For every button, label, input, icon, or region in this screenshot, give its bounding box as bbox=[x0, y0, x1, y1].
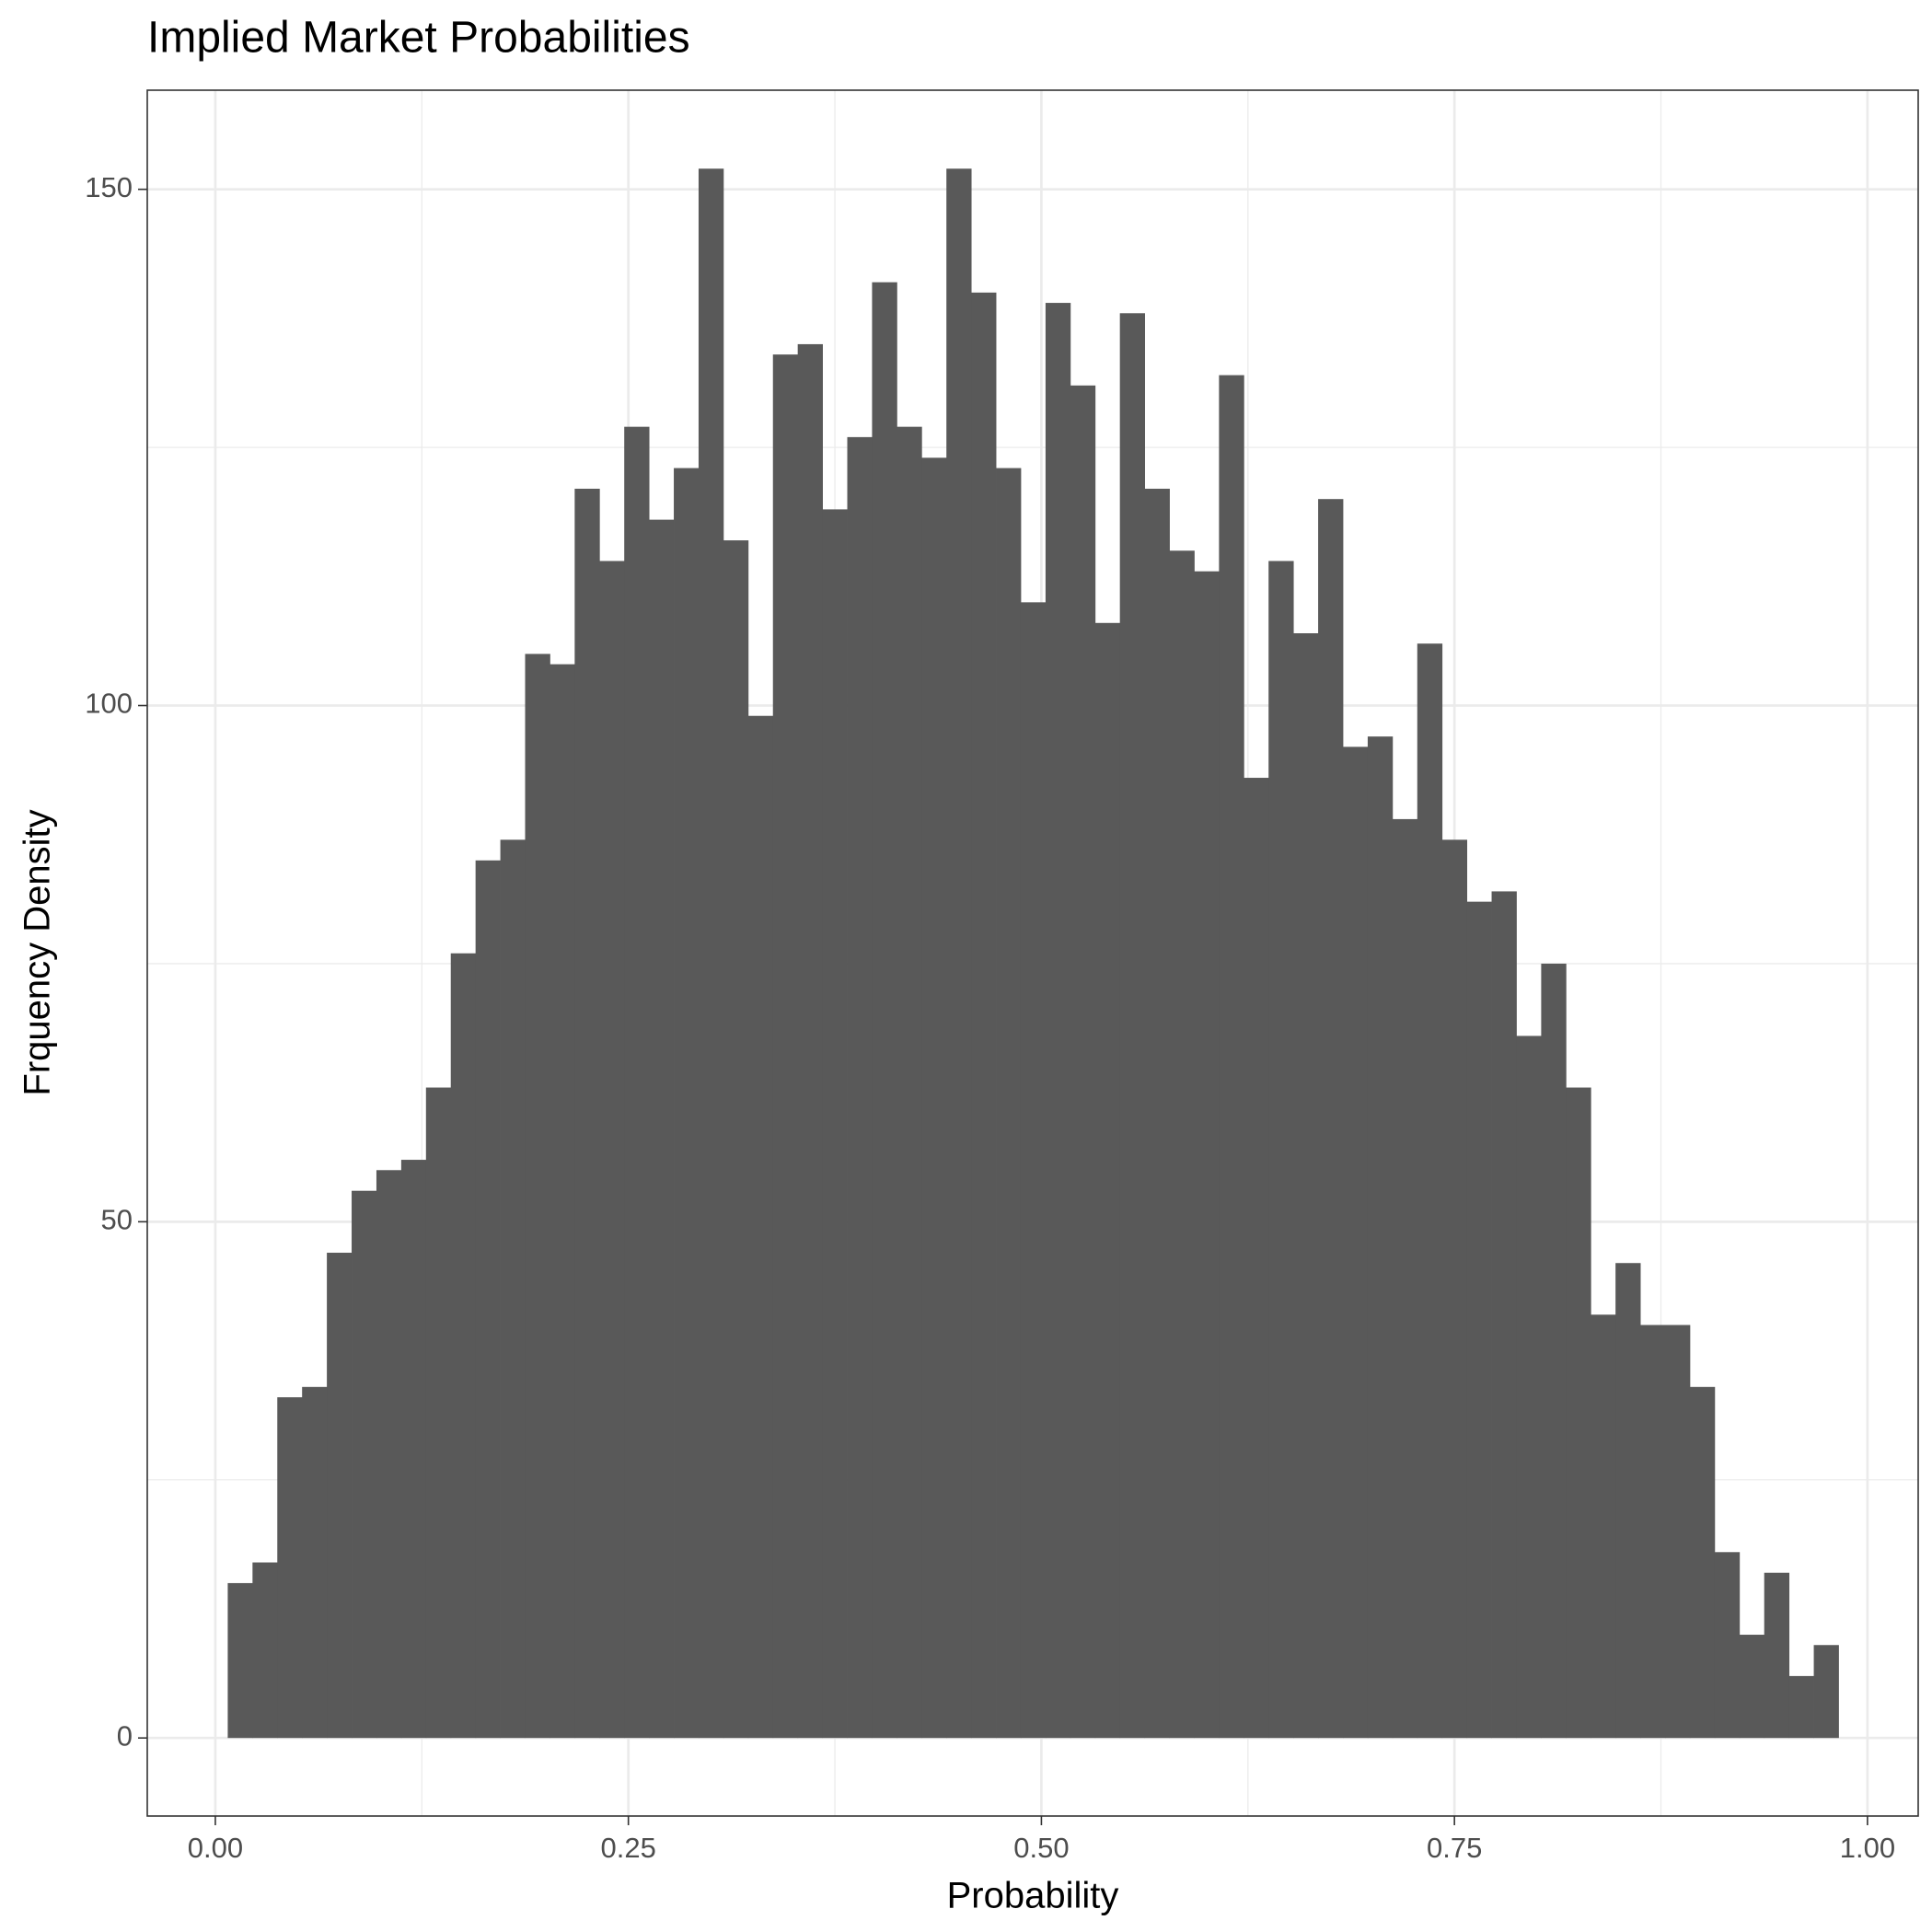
bar bbox=[1318, 499, 1344, 1739]
bar bbox=[376, 1170, 402, 1739]
x-axis-label: Probability bbox=[947, 1876, 1119, 1916]
bar bbox=[1441, 839, 1468, 1739]
x-tick-label: 0.25 bbox=[601, 1832, 656, 1864]
bar bbox=[1491, 891, 1517, 1739]
bar bbox=[772, 354, 799, 1739]
bar bbox=[624, 426, 650, 1739]
bar bbox=[1219, 375, 1244, 1739]
bar bbox=[1244, 778, 1269, 1739]
y-tick-label: 0 bbox=[117, 1719, 133, 1752]
bar bbox=[822, 509, 848, 1739]
y-tick-label: 150 bbox=[85, 171, 133, 203]
bar bbox=[1566, 1087, 1591, 1739]
bar bbox=[971, 292, 997, 1739]
bar bbox=[1615, 1263, 1641, 1739]
x-tick-label: 0.50 bbox=[1013, 1832, 1069, 1864]
bar bbox=[1144, 488, 1170, 1739]
bar bbox=[1094, 622, 1121, 1739]
bar bbox=[921, 457, 947, 1739]
bar bbox=[1591, 1314, 1616, 1739]
bar bbox=[550, 664, 575, 1739]
bar bbox=[500, 839, 526, 1739]
bar bbox=[747, 715, 774, 1739]
bar bbox=[1714, 1552, 1741, 1739]
bar bbox=[797, 343, 823, 1739]
bar bbox=[1788, 1675, 1814, 1739]
bar bbox=[227, 1582, 253, 1739]
bar bbox=[897, 426, 922, 1739]
x-tick-label: 1.00 bbox=[1840, 1832, 1895, 1864]
bar bbox=[946, 168, 972, 1739]
bar bbox=[400, 1160, 427, 1739]
bar bbox=[1367, 736, 1394, 1739]
bar bbox=[1194, 571, 1220, 1739]
bar bbox=[302, 1386, 328, 1739]
y-tick-label: 100 bbox=[85, 688, 133, 720]
chart-title: Implied Market Probabilities bbox=[147, 14, 690, 63]
y-tick-label: 50 bbox=[101, 1204, 133, 1236]
x-tick-label: 0.75 bbox=[1427, 1832, 1482, 1864]
bar bbox=[599, 561, 625, 1739]
bar bbox=[649, 519, 675, 1739]
bar bbox=[1343, 746, 1369, 1739]
x-tick-label: 0.00 bbox=[188, 1832, 243, 1864]
bar bbox=[996, 468, 1022, 1739]
bar bbox=[425, 1087, 452, 1739]
panel-border bbox=[146, 89, 1919, 1817]
bar bbox=[698, 168, 724, 1739]
bar bbox=[1689, 1386, 1716, 1739]
bar bbox=[1466, 901, 1492, 1739]
bar bbox=[1665, 1325, 1691, 1739]
bar bbox=[1119, 313, 1146, 1739]
bar bbox=[574, 488, 600, 1739]
bar bbox=[277, 1397, 303, 1739]
bar bbox=[1169, 550, 1195, 1739]
bar bbox=[1020, 602, 1047, 1739]
bar bbox=[1764, 1572, 1790, 1739]
bar bbox=[525, 654, 550, 1739]
bar bbox=[450, 953, 477, 1739]
bar bbox=[674, 468, 700, 1739]
bar bbox=[352, 1190, 377, 1739]
bar bbox=[1541, 963, 1567, 1739]
bar bbox=[1293, 633, 1319, 1739]
bar bbox=[252, 1562, 278, 1739]
bar bbox=[327, 1253, 353, 1739]
bar bbox=[872, 282, 897, 1739]
bar bbox=[1640, 1325, 1666, 1739]
bar bbox=[723, 540, 749, 1739]
bar bbox=[1392, 818, 1418, 1739]
bar bbox=[1070, 385, 1096, 1739]
bar bbox=[1045, 303, 1071, 1739]
bar bbox=[475, 860, 501, 1739]
bar bbox=[847, 436, 873, 1739]
y-axis-label: Frquency Density bbox=[17, 809, 58, 1095]
bar bbox=[1417, 643, 1443, 1739]
bar bbox=[1268, 561, 1294, 1739]
bar bbox=[1516, 1035, 1542, 1739]
bar bbox=[1813, 1645, 1839, 1739]
bar bbox=[1739, 1635, 1765, 1739]
